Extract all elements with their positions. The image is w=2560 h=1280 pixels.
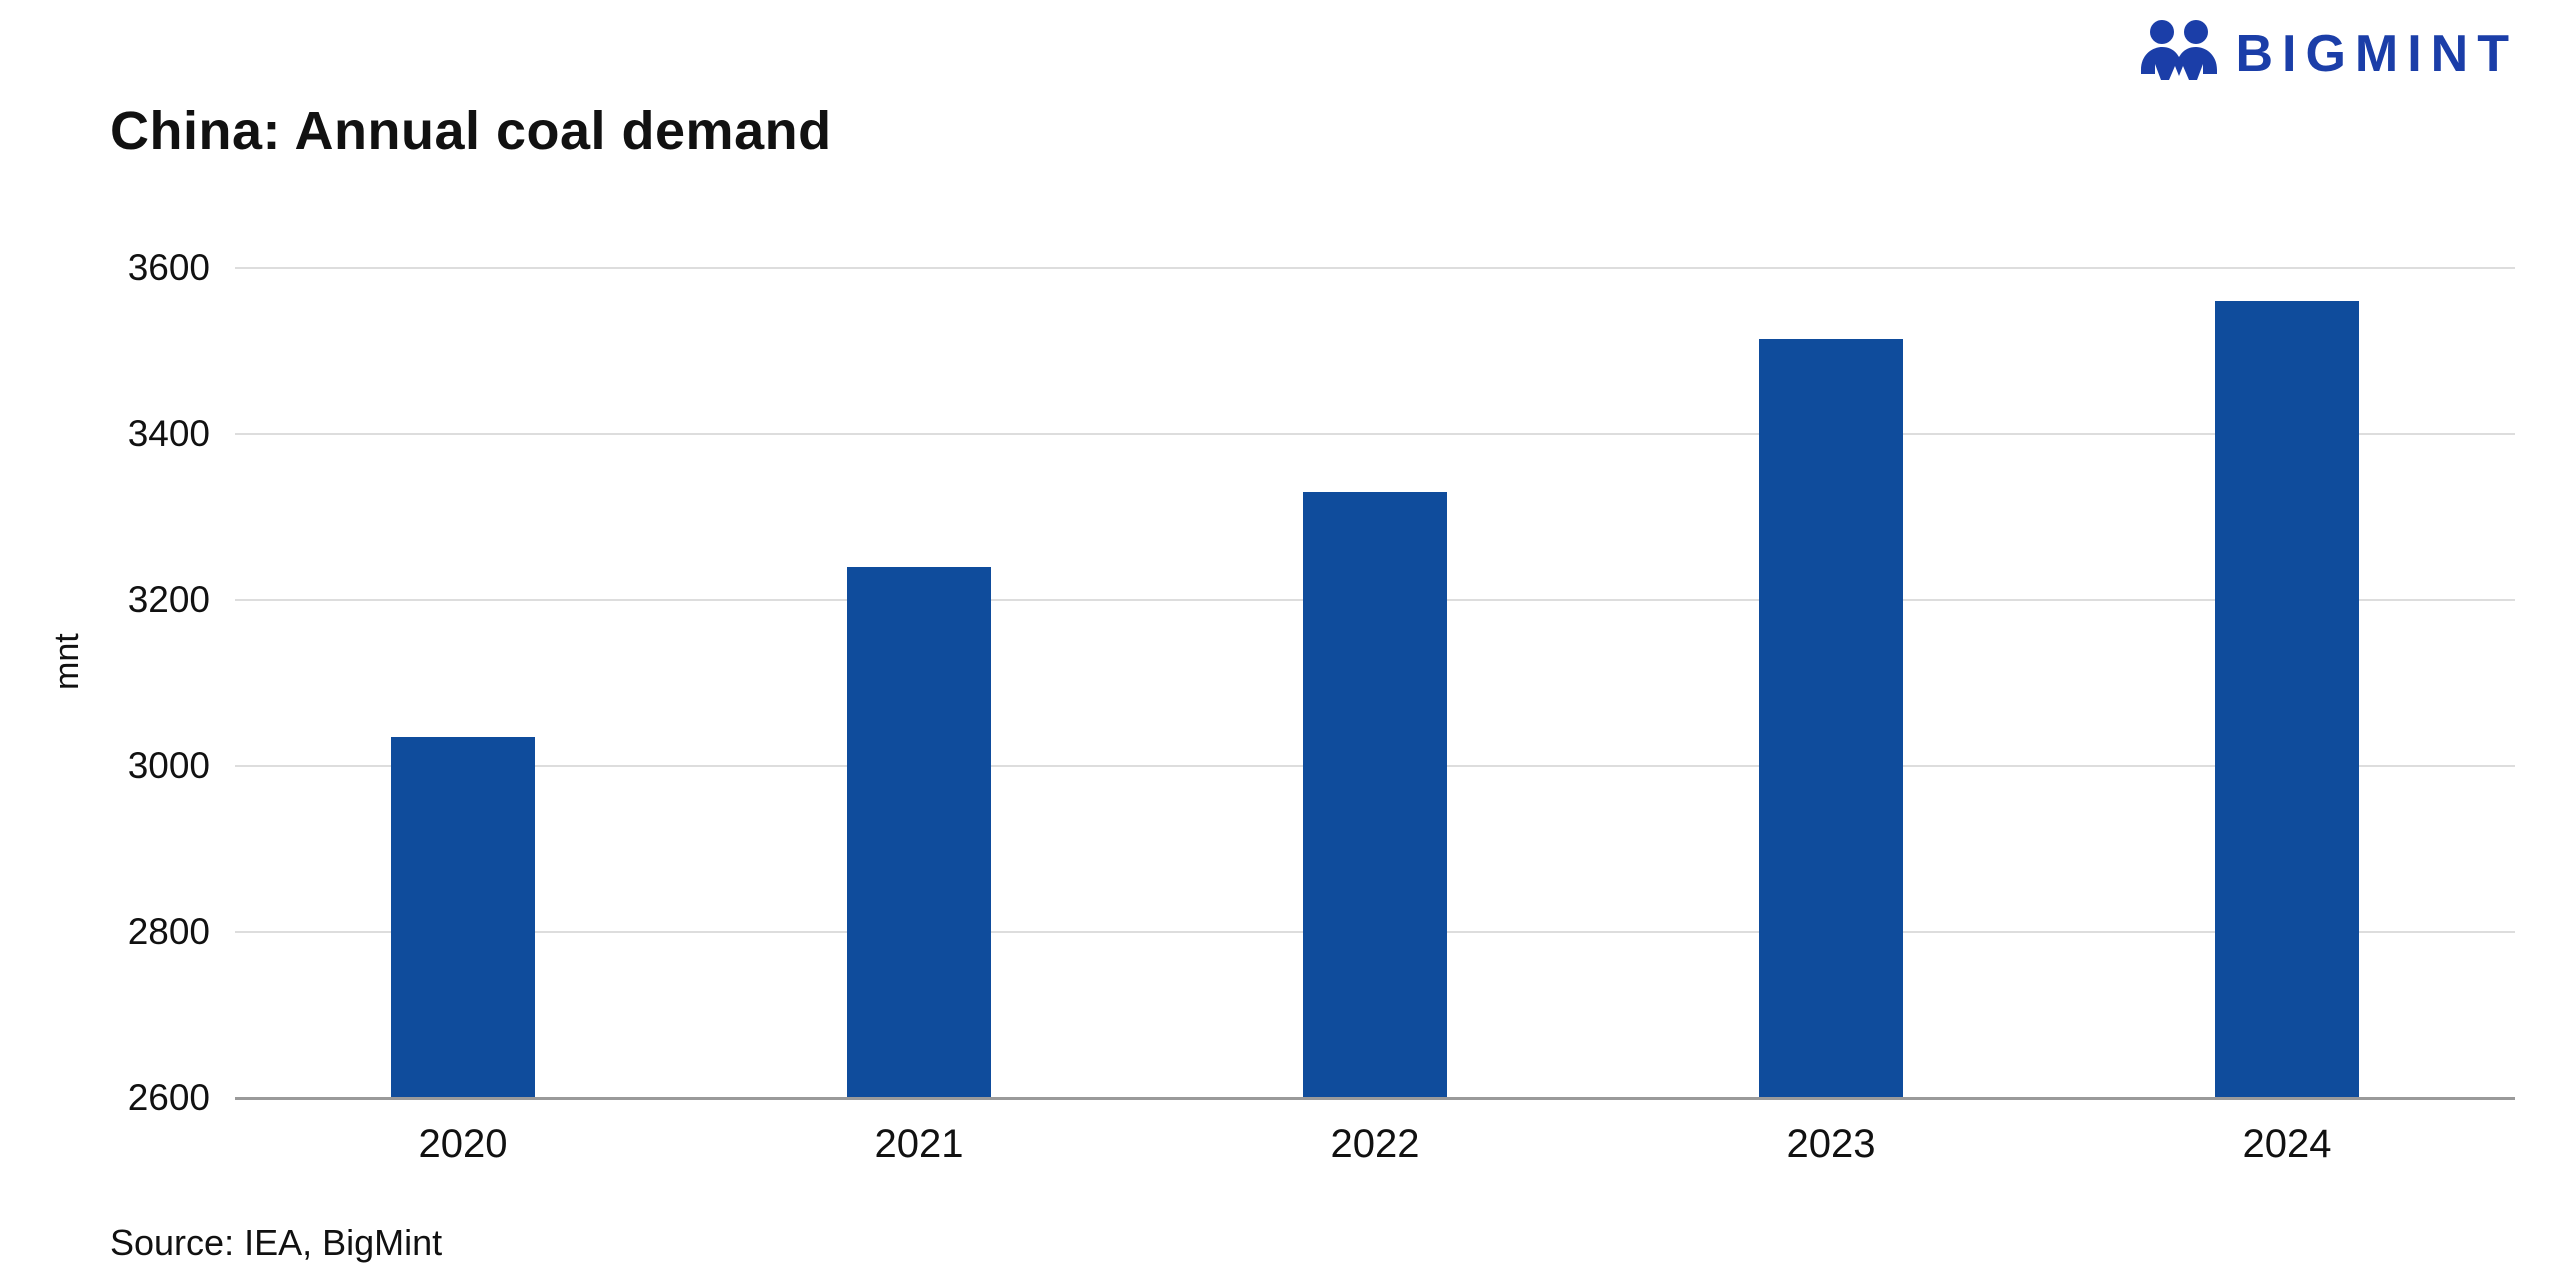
y-tick-3600: 3600 [127, 247, 210, 288]
bars-container [235, 268, 2515, 1098]
x-tick-2020: 2020 [418, 1122, 508, 1166]
bar-slot-2020 [235, 268, 691, 1098]
bar-2024 [2215, 301, 2359, 1098]
bar-slot-2021 [691, 268, 1147, 1098]
y-tick-2600: 2600 [127, 1077, 210, 1118]
bar-slot-2024 [2059, 268, 2515, 1098]
bar-2020 [391, 736, 535, 1098]
y-tick-3400: 3400 [127, 413, 210, 454]
gridline-3400 [235, 433, 2515, 435]
y-axis-label: mnt [48, 633, 86, 690]
x-tick-2024: 2024 [2242, 1122, 2332, 1166]
bigmint-logo: BIGMINT [2137, 18, 2518, 89]
bar-slot-2023 [1603, 268, 2059, 1098]
source-note: Source: IEA, BigMint [110, 1222, 443, 1263]
bar-2022 [1303, 492, 1447, 1098]
bar-2021 [847, 566, 991, 1098]
x-axis-labels: 2020 2021 2022 2023 2024 [235, 1122, 2515, 1167]
x-tick-2022: 2022 [1330, 1122, 1420, 1166]
plot-area [235, 267, 2515, 1100]
y-tick-3000: 3000 [127, 745, 210, 786]
bar-2023 [1759, 338, 1903, 1098]
chart-title: China: Annual coal demand [110, 101, 832, 161]
bar-slot-2022 [1147, 268, 1603, 1098]
x-tick-2021: 2021 [874, 1122, 964, 1166]
x-tick-2023: 2023 [1786, 1122, 1876, 1166]
bigmint-logo-text: BIGMINT [2235, 24, 2518, 83]
gridline-2600 [235, 1097, 2515, 1100]
bigmint-two-people-icon [2137, 18, 2221, 89]
y-tick-3200: 3200 [127, 579, 210, 620]
gridline-3600 [235, 267, 2515, 269]
y-tick-2800: 2800 [127, 911, 210, 952]
